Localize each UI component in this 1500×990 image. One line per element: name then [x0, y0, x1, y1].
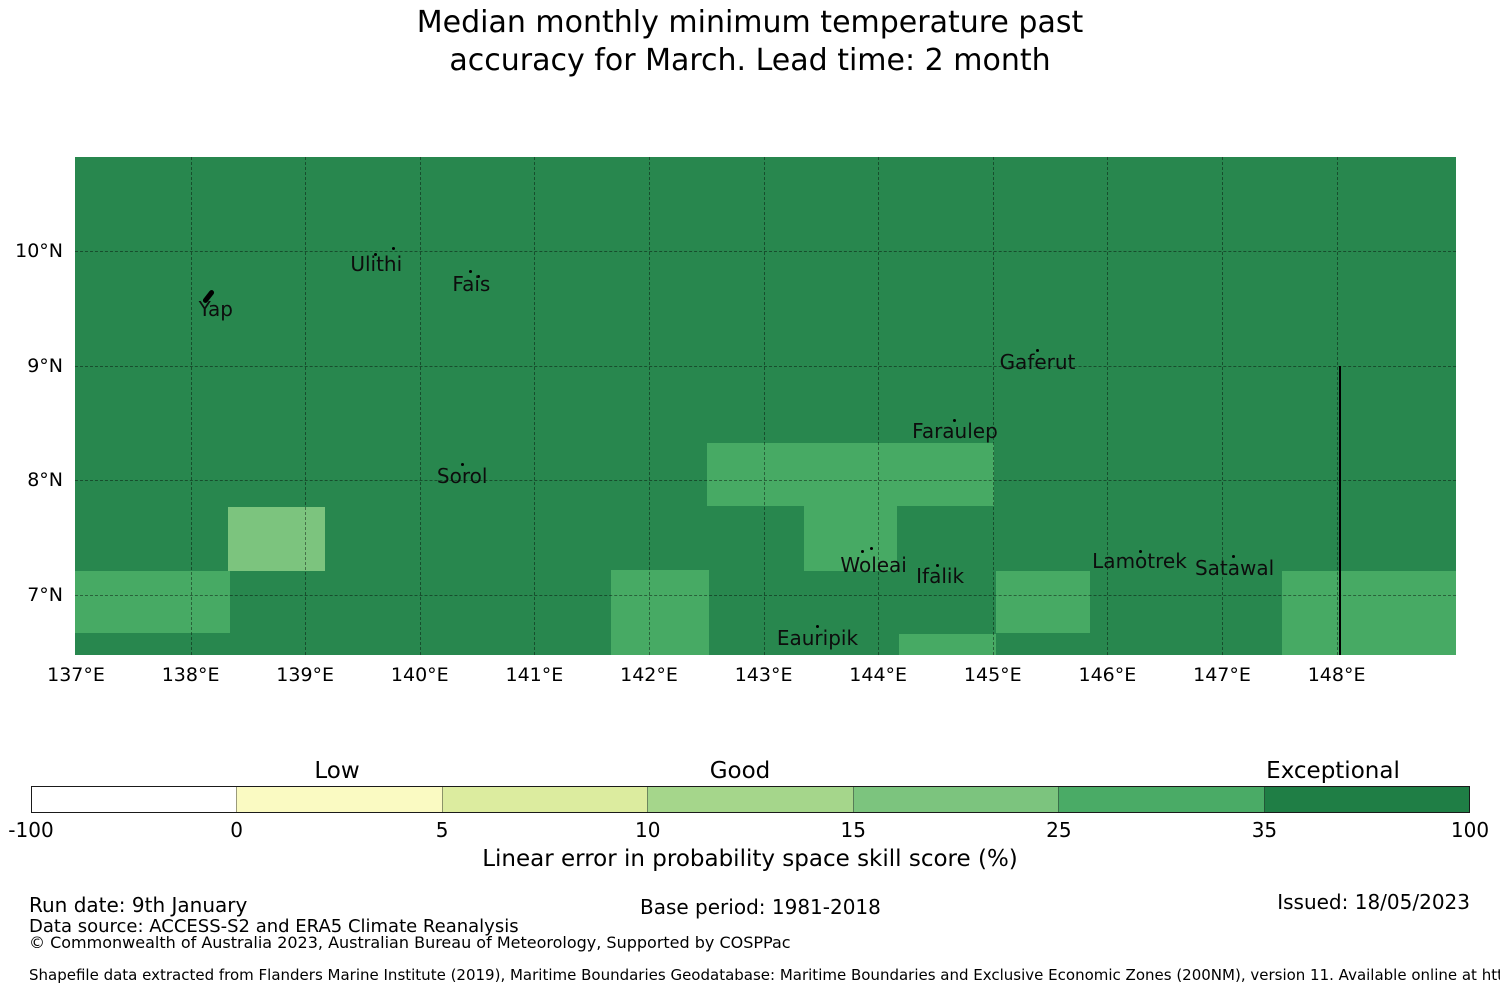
island-marker-ifalik [936, 563, 940, 567]
island-label-woleai: Woleai [840, 553, 907, 578]
island-label-fais: Fais [452, 272, 491, 297]
x-tick-label: 141°E [505, 664, 564, 686]
colorbar-tick-10: 10 [634, 818, 661, 842]
skill-region-25-35 [75, 571, 230, 633]
skill-region-15-25 [228, 506, 325, 571]
colorbar-tick-35: 35 [1251, 818, 1278, 842]
island-marker-gaferut [1035, 349, 1039, 353]
gridline-vertical [190, 157, 192, 655]
x-tick-label: 137°E [47, 664, 105, 686]
skill-region-25-35 [996, 571, 1091, 633]
island-label-gaferut: Gaferut [999, 350, 1076, 375]
colorbar-tick-5: 5 [435, 818, 449, 842]
gridline-vertical [649, 157, 650, 655]
island-label-sorol: Sorol [436, 463, 488, 488]
skill-region-25-35 [1281, 571, 1456, 655]
island-marker-satawal [1231, 554, 1235, 558]
colorbar-segment-0to5 [236, 787, 442, 812]
x-tick-label: 142°E [620, 664, 678, 686]
x-tick-label: 143°E [734, 664, 793, 686]
colorbar-category-exceptional: Exceptional [1266, 758, 1400, 784]
x-tick-label: 147°E [1193, 664, 1251, 686]
colorbar-tick--100: -100 [8, 818, 54, 842]
colorbar-tick-15: 15 [840, 818, 867, 842]
x-tick-label: 146°E [1078, 664, 1137, 686]
island-label-satawal: Satawal [1194, 555, 1275, 580]
island-label-yap: Yap [198, 297, 234, 322]
skill-region-25-35 [707, 442, 994, 506]
island-label-eauripik: Eauripik [776, 625, 859, 650]
island-marker-eauripik [815, 624, 819, 628]
colorbar-title: Linear error in probability space skill … [482, 846, 1018, 872]
colorbar-category-good: Good [709, 758, 771, 784]
x-tick-label: 148°E [1307, 664, 1366, 686]
eez-boundary-line [1339, 365, 1342, 655]
skill-region-25-35 [611, 569, 709, 655]
y-tick-label: 10°N [15, 240, 63, 262]
footer-base-period: Base period: 1981-2018 [640, 895, 881, 919]
x-tick-label: 145°E [963, 664, 1022, 686]
gridline-vertical [1107, 157, 1109, 655]
island-marker-lamotrek [1139, 550, 1143, 553]
colorbar-segment-5to10 [441, 787, 648, 812]
island-label-ifalik: Ifalik [916, 563, 965, 588]
gridline-vertical [763, 157, 765, 655]
colorbar-segment-10to15 [647, 787, 853, 812]
island-marker-faraulep [953, 419, 957, 423]
colorbar-segment-15to25 [852, 787, 1059, 812]
x-tick-label: 140°E [390, 664, 449, 686]
colorbar [31, 786, 1470, 813]
map-area: Yap Ulithi Fais Sorol Gaferut Faraulep Woleai I… [75, 157, 1456, 655]
gridline-vertical [305, 157, 307, 655]
footer-copyright: © Commonwealth of Australia 2023, Austra… [29, 933, 791, 952]
island-marker-ulithi [391, 247, 395, 251]
x-tick-label: 138°E [161, 664, 220, 686]
island-label-faraulep: Faraulep [912, 419, 998, 444]
skill-region-25-35 [898, 634, 997, 655]
colorbar-tick-100: 100 [1450, 818, 1490, 842]
gridline-horizontal [75, 480, 1456, 482]
island-marker-ulithi [373, 252, 377, 256]
island-marker-woleai [860, 550, 864, 553]
chart-title-line1: Median monthly minimum temperature past [416, 5, 1084, 40]
y-tick-label: 7°N [27, 584, 63, 607]
gridline-horizontal [75, 365, 1456, 367]
y-tick-label: 8°N [27, 469, 63, 492]
gridline-vertical [419, 157, 421, 655]
colorbar-tick-25: 25 [1046, 818, 1072, 842]
footer-data-source: Data source: ACCESS-S2 and ERA5 Climate … [29, 916, 519, 937]
colorbar-segment-35to100 [1263, 787, 1469, 812]
colorbar-segment--100to0 [32, 787, 237, 812]
chart-title-line2: accuracy for March. Lead time: 2 month [449, 43, 1051, 78]
footer-issued: Issued: 18/05/2023 [1277, 890, 1470, 914]
gridline-horizontal [75, 251, 1456, 252]
gridline-vertical [992, 157, 994, 655]
colorbar-category-low: Low [314, 758, 360, 784]
gridline-vertical [1336, 157, 1338, 655]
skill-region-25-35 [803, 505, 897, 571]
colorbar-tick-0: 0 [230, 818, 243, 842]
footer-shapefile-note: Shapefile data extracted from Flanders M… [29, 966, 1500, 984]
gridline-vertical [878, 157, 880, 655]
gridline-horizontal [75, 595, 1456, 597]
x-tick-label: 144°E [849, 664, 908, 686]
footer-run-date: Run date: 9th January [29, 893, 248, 917]
island-marker-fais [476, 274, 480, 278]
x-tick-label: 139°E [276, 664, 335, 686]
gridline-vertical [534, 157, 536, 655]
colorbar-segment-25to35 [1058, 787, 1264, 812]
island-label-lamotrek: Lamotrek [1092, 548, 1187, 573]
island-marker-woleai [869, 546, 873, 550]
island-label-ulithi: Ulithi [350, 251, 403, 276]
y-tick-label: 9°N [27, 354, 63, 377]
island-marker-fais [468, 270, 472, 274]
chart-title: Median monthly minimum temperature past … [0, 4, 1500, 80]
gridline-vertical [1222, 157, 1223, 655]
island-marker-sorol [460, 462, 464, 466]
